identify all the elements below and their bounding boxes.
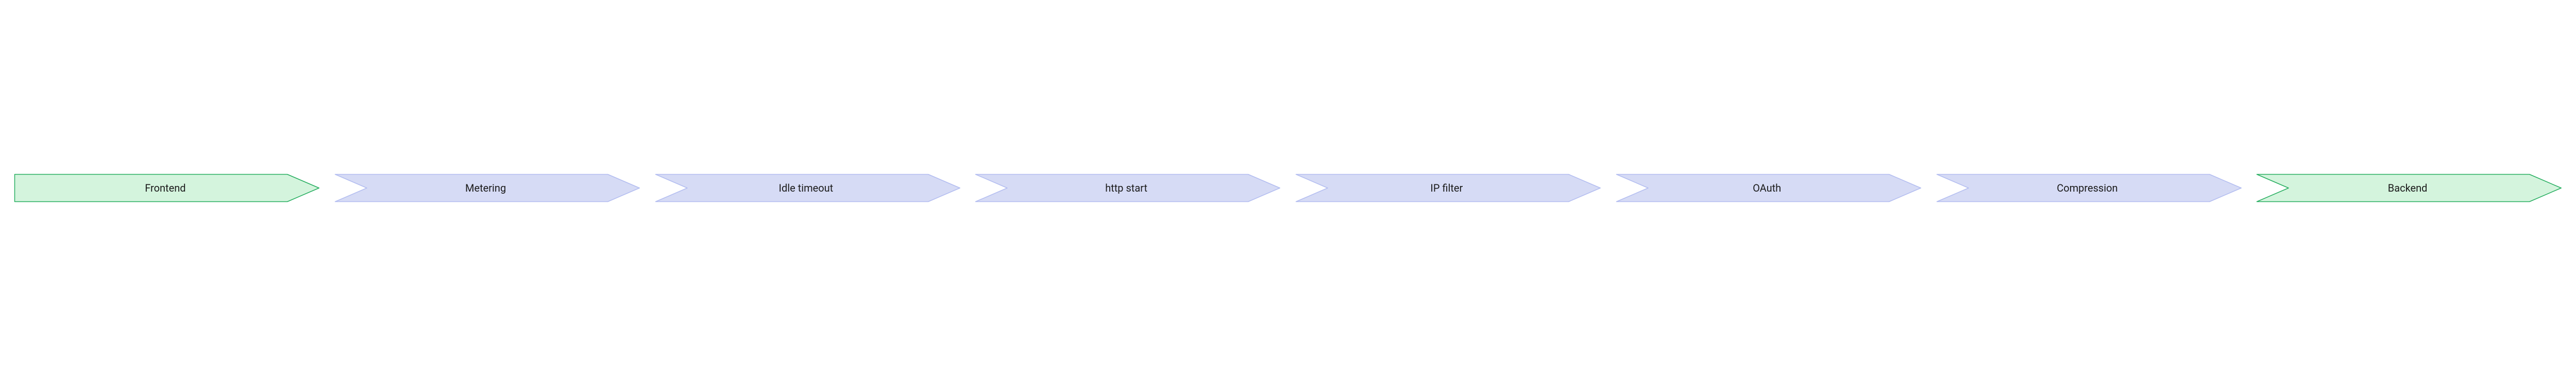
pipeline-node-compression: Compression: [1935, 174, 2244, 202]
pipeline-node-label: http start: [1105, 182, 1150, 194]
pipeline-node-ipfilter: IP filter: [1294, 174, 1603, 202]
pipeline-node-label: Backend: [2388, 182, 2431, 194]
pipeline-node-label: IP filter: [1430, 182, 1466, 194]
pipeline-flow: Frontend Metering Idle timeout http start IP…: [0, 0, 2576, 376]
pipeline-node-label: Compression: [2057, 182, 2121, 194]
pipeline-node-label: OAuth: [1753, 182, 1784, 194]
pipeline-node-label: Idle timeout: [779, 182, 837, 194]
pipeline-node-backend: Backend: [2255, 174, 2564, 202]
pipeline-node-oauth: OAuth: [1614, 174, 1923, 202]
pipeline-node-metering: Metering: [333, 174, 642, 202]
pipeline-node-frontend: Frontend: [12, 174, 321, 202]
pipeline-node-label: Metering: [465, 182, 509, 194]
pipeline-node-label: Frontend: [145, 182, 189, 194]
pipeline-node-httpstart: http start: [973, 174, 1282, 202]
pipeline-node-idle: Idle timeout: [653, 174, 962, 202]
